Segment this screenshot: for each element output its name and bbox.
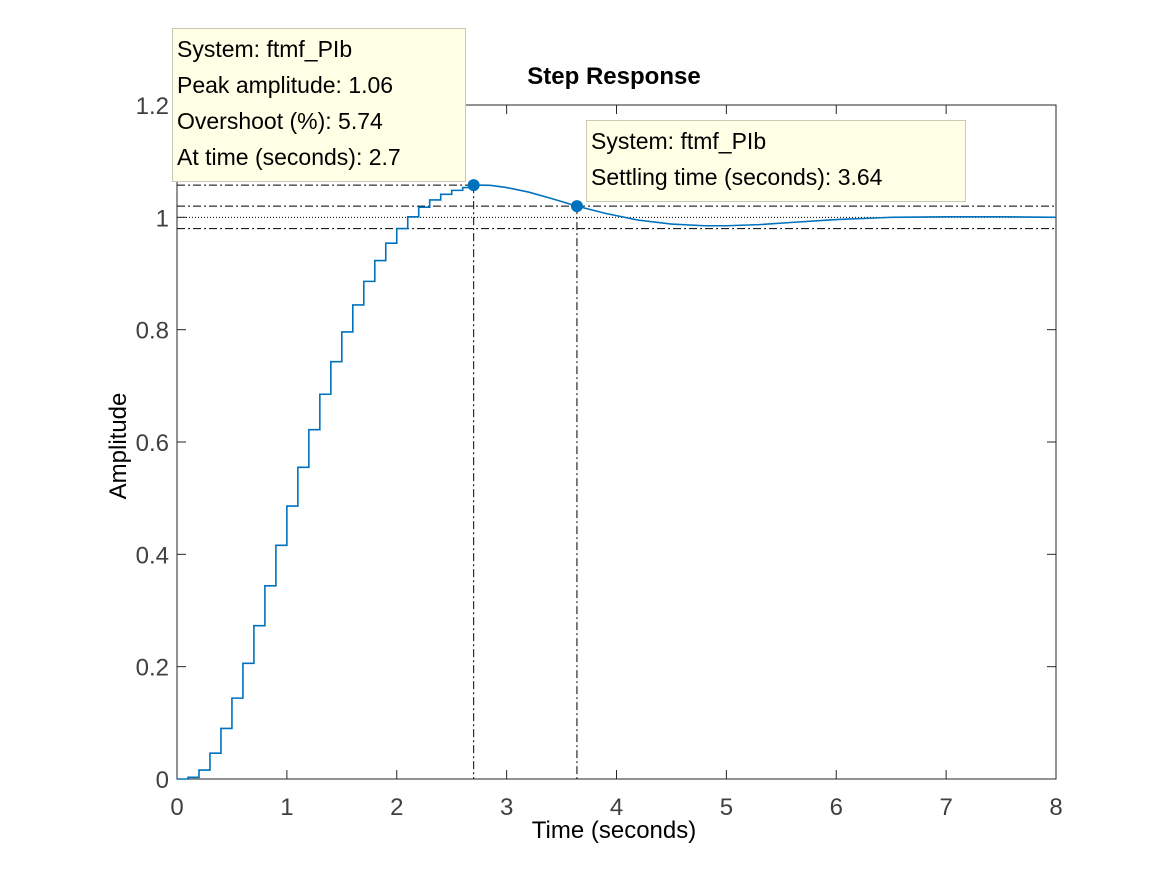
x-tick-label: 7 [939,794,952,821]
tick-labels: 0 1 2 3 4 5 6 7 8 0 0.2 0.4 0.6 0.8 1 1.2 [136,93,1063,821]
y-tick-label: 0.2 [136,655,169,682]
x-tick-label: 1 [280,794,293,821]
y-axis-label: Amplitude [105,393,132,500]
x-tick-label: 3 [500,794,513,821]
y-tick-label: 1 [156,205,169,232]
y-tick-label: 0 [156,767,169,794]
peak-marker [467,179,480,192]
x-tick-label: 6 [830,794,843,821]
peak-datatip[interactable]: System: ftmf_PIb Peak amplitude: 1.06 Ov… [172,28,466,182]
y-tick-label: 0.6 [136,430,169,457]
settling-datatip-system: System: ftmf_PIb [591,128,767,154]
x-tick-label: 2 [390,794,403,821]
settling-marker [570,200,583,213]
data-markers [467,179,583,213]
x-tick-label: 8 [1049,794,1062,821]
x-tick-label: 5 [720,794,733,821]
peak-datatip-amplitude: Peak amplitude: 1.06 [177,72,394,98]
y-tick-label: 0.8 [136,318,169,345]
peak-datatip-system: System: ftmf_PIb [177,36,353,62]
settling-datatip-time: Settling time (seconds): 3.64 [591,164,883,190]
peak-datatip-overshoot: Overshoot (%): 5.74 [177,108,383,134]
y-tick-label: 0.4 [136,542,169,569]
settling-datatip[interactable]: System: ftmf_PIb Settling time (seconds)… [586,120,966,202]
x-tick-label: 0 [170,794,183,821]
peak-datatip-time: At time (seconds): 2.7 [177,144,401,170]
x-tick-label: 4 [610,794,623,821]
chart-title: Step Response [527,63,700,90]
x-axis-label: Time (seconds) [532,817,696,844]
y-tick-label: 1.2 [136,93,169,120]
